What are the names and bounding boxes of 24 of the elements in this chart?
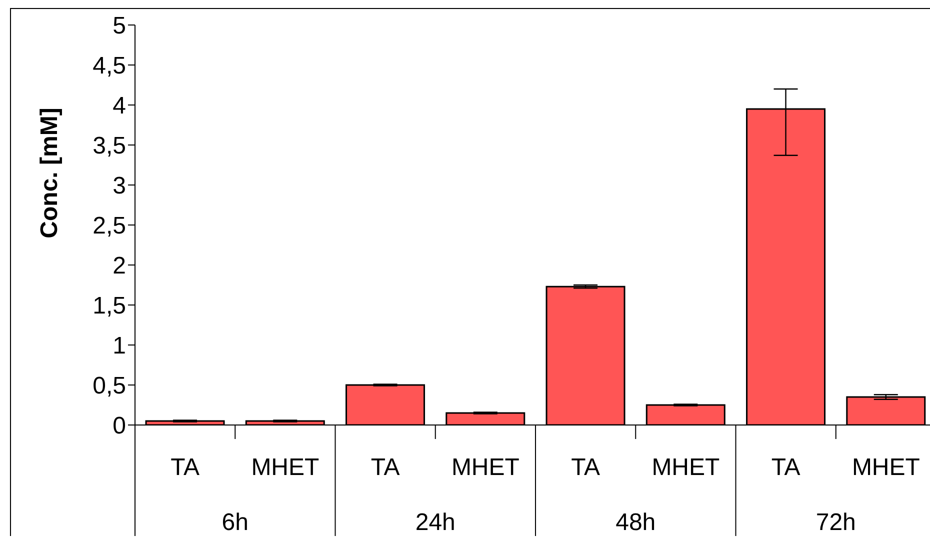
y-tick-label: 1,5	[92, 292, 126, 320]
x-tick-label: TA	[370, 454, 400, 481]
x-tick-label: MHET	[852, 454, 920, 481]
y-tick-label: 0	[112, 412, 126, 440]
y-tick-label: 5	[112, 12, 126, 40]
y-tick-label: 2	[112, 252, 126, 280]
y-tick-label: 4	[112, 92, 126, 120]
x-tick-label: MHET	[251, 454, 320, 481]
x-tick-label: TA	[571, 454, 600, 481]
y-tick-label: 4,5	[92, 52, 126, 80]
x-tick-label: TA	[771, 454, 800, 481]
x-tick-label: MHET	[652, 454, 720, 481]
x-tick-label: TA	[170, 454, 200, 481]
y-tick-label: 0,5	[92, 372, 126, 400]
x-tick-label: MHET	[451, 454, 520, 481]
y-axis-title: Conc. [mM]	[36, 108, 63, 238]
text: 6h	[222, 509, 248, 536]
y-tick-label: 3	[112, 172, 126, 200]
text: 72h	[816, 509, 856, 536]
text: 24h	[415, 509, 456, 536]
y-tick-label: 3,5	[92, 132, 126, 160]
y-tick-label: 1	[112, 332, 126, 360]
y-tick-label: 2,5	[92, 212, 126, 240]
text: 48h	[616, 509, 656, 536]
